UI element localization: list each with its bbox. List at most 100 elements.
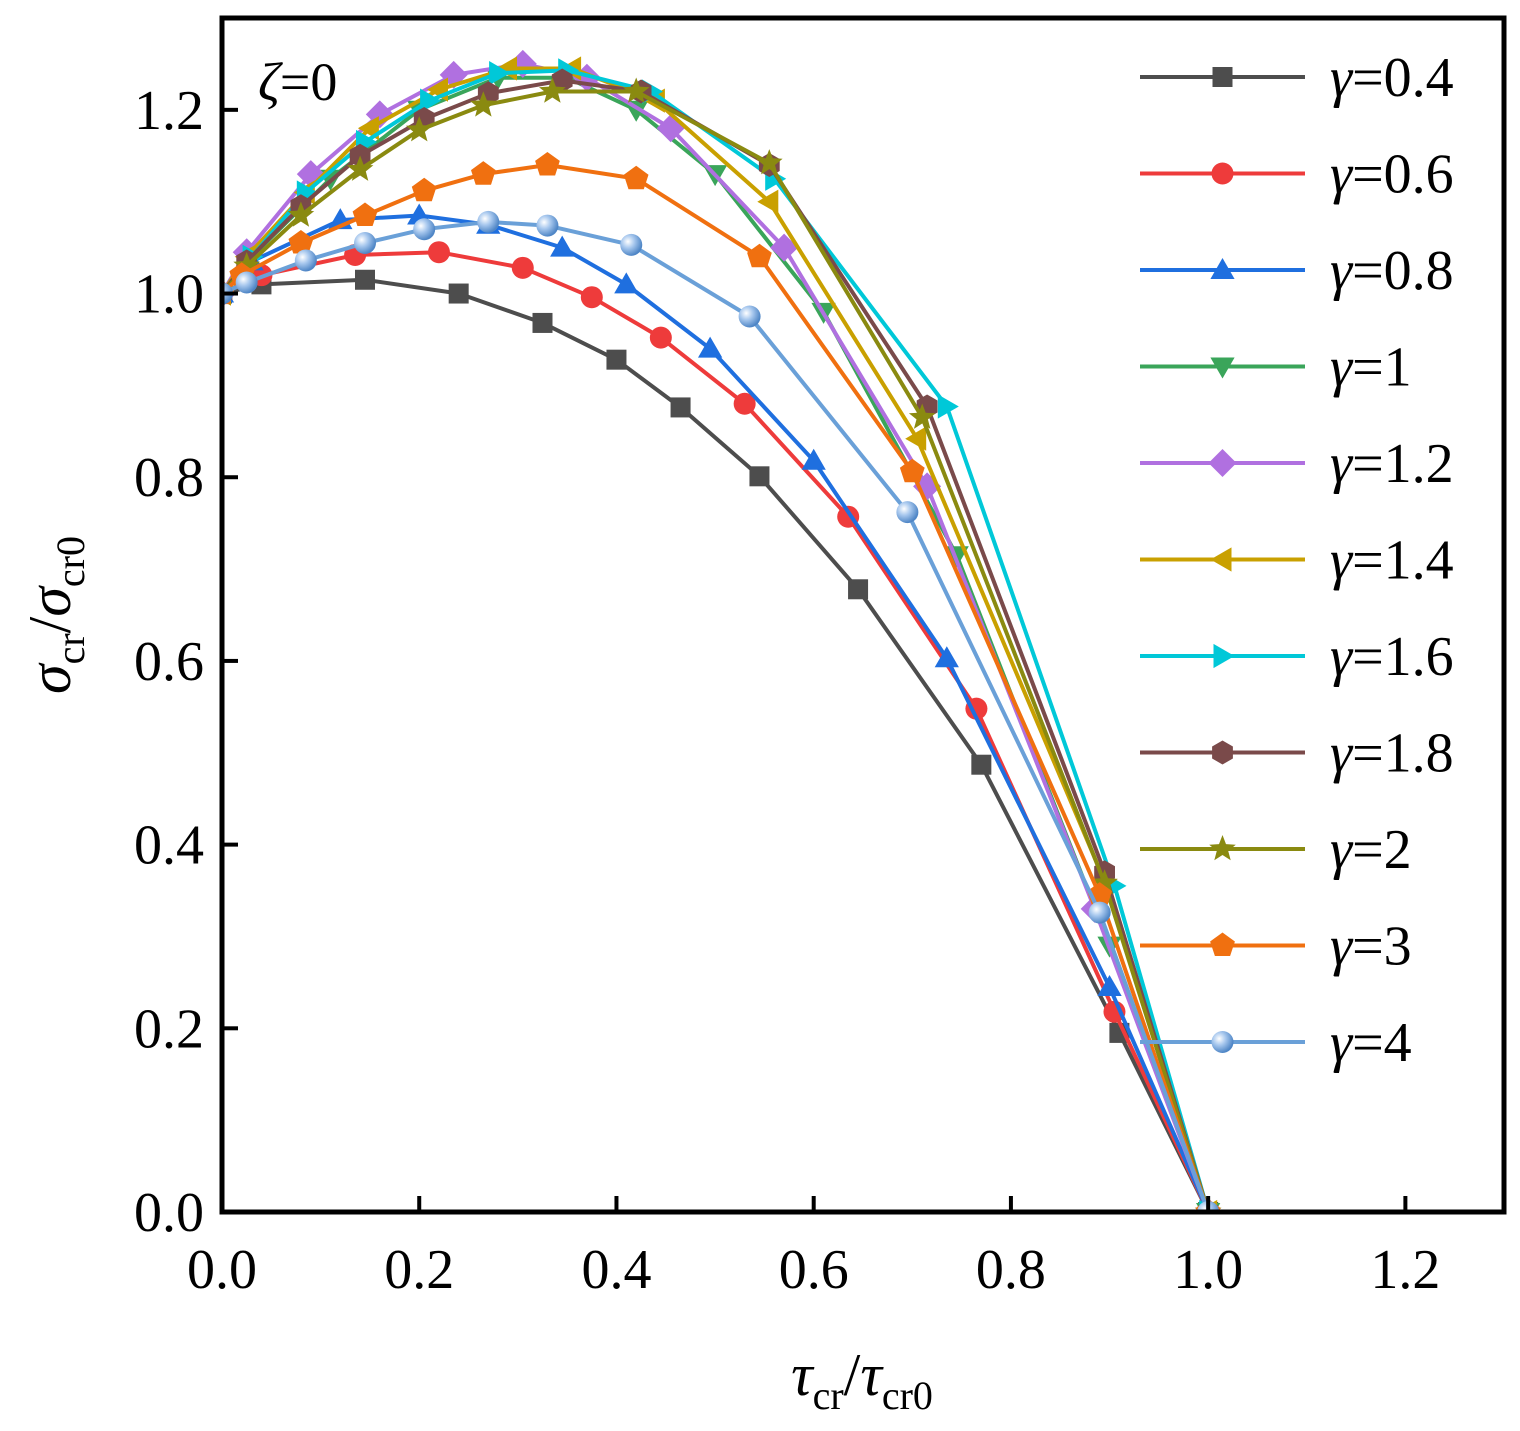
y-tick-label: 0.2: [134, 998, 204, 1060]
x-tick-label: 1.0: [1173, 1239, 1243, 1301]
series-line: [222, 219, 1211, 1212]
data-point: [756, 149, 783, 175]
y-tick-label: 1.0: [134, 264, 204, 326]
y-tick-label: 0.6: [134, 631, 204, 693]
legend-marker: [1209, 835, 1236, 861]
legend-marker: [1212, 67, 1233, 87]
data-point: [934, 646, 959, 668]
data-point: [539, 77, 566, 103]
y-tick-label: 0.8: [134, 447, 204, 509]
legend-label: γ=0.4: [1330, 47, 1454, 109]
legend-label: γ=1.8: [1330, 723, 1454, 785]
data-point: [623, 165, 649, 190]
x-tick-label: 0.8: [976, 1239, 1046, 1301]
legend-item: γ=1.4: [1140, 530, 1454, 592]
data-point: [738, 305, 761, 328]
data-point: [535, 152, 560, 176]
legend-label: γ=1.2: [1330, 433, 1454, 495]
data-point: [733, 392, 756, 415]
data-point: [971, 754, 992, 775]
legend-item: γ=1.8: [1140, 723, 1454, 785]
data-point: [757, 189, 779, 214]
data-point: [354, 269, 375, 290]
legend-marker: [1210, 547, 1232, 572]
data-point: [747, 243, 772, 268]
legend-label: γ=1: [1330, 337, 1412, 399]
legend-item: γ=0.4: [1140, 47, 1454, 109]
legend-marker: [1210, 357, 1235, 379]
y-tick-label: 0.4: [134, 815, 204, 877]
legend-label: γ=1.4: [1330, 530, 1454, 592]
annotation-text: =0: [280, 52, 337, 112]
data-point: [352, 202, 378, 226]
x-axis-title: τcr/τcr0: [791, 1342, 933, 1418]
data-point: [448, 283, 469, 304]
legend-item: γ=0.6: [1140, 144, 1454, 206]
data-point: [580, 286, 603, 309]
series-2: [222, 203, 1216, 1212]
data-point: [905, 426, 927, 451]
data-point: [896, 501, 919, 524]
data-point: [353, 232, 376, 255]
data-point: [848, 579, 869, 600]
y-axis-title: σcr/σcr0: [17, 536, 93, 694]
series-line: [222, 213, 1211, 1212]
data-point: [288, 230, 314, 254]
data-point: [233, 252, 260, 278]
data-point: [770, 233, 799, 262]
series-line: [222, 250, 1211, 1212]
data-point: [801, 448, 826, 470]
legend: γ=0.4 γ=0.6 γ=0.8 γ=1 γ=1.2 γ=1.4 γ=1.6 γ=1.8 γ=…: [1140, 47, 1454, 1074]
data-point: [287, 201, 315, 227]
series-5: [222, 56, 1218, 1212]
data-point: [899, 458, 925, 483]
legend-marker: [1208, 449, 1237, 477]
y-tick-label: 1.2: [134, 80, 204, 142]
x-tick-label: 0.6: [779, 1239, 849, 1301]
data-point: [606, 349, 627, 370]
series-line: [222, 78, 1211, 1212]
legend-marker: [1212, 740, 1233, 765]
legend-marker: [1211, 1031, 1234, 1053]
series-0: [222, 269, 1219, 1212]
data-point: [427, 241, 450, 264]
x-tick-label: 0.4: [581, 1239, 651, 1301]
legend-item: γ=1.6: [1140, 626, 1454, 688]
x-tick-label: 1.2: [1370, 1239, 1440, 1301]
legend-item: γ=4: [1140, 1012, 1412, 1074]
series-9: [222, 152, 1221, 1212]
data-point: [405, 116, 433, 142]
legend-label: γ=0.6: [1330, 144, 1454, 206]
data-point: [235, 271, 258, 294]
data-point: [511, 256, 534, 279]
data-point: [1091, 869, 1118, 895]
legend-label: γ=2: [1330, 819, 1412, 881]
data-point: [937, 394, 959, 419]
data-point: [294, 249, 317, 272]
legend-marker: [1213, 643, 1235, 669]
data-point: [411, 177, 437, 202]
series-line: [222, 163, 1211, 1212]
x-tick-label: 0.2: [384, 1239, 454, 1301]
legend-label: γ=1.6: [1330, 626, 1454, 688]
data-point: [471, 161, 496, 185]
data-point: [413, 218, 436, 241]
legend-item: γ=1.2: [1140, 433, 1454, 495]
data-point: [1109, 1022, 1130, 1043]
legend-label: γ=4: [1330, 1012, 1412, 1074]
series-1: [222, 241, 1220, 1212]
annotation-zeta: ζ=0: [258, 52, 337, 112]
series-layer: [222, 49, 1223, 1212]
data-point: [420, 88, 442, 113]
legend-marker: [1211, 162, 1234, 185]
tick-layer: 0.0 0.2 0.4 0.6 0.8 1.0 1.2 0.0 0.2 0.4 0.6 0.8 1.0 1…: [134, 80, 1440, 1301]
data-point: [614, 272, 639, 294]
x-tick-label: 0.0: [187, 1239, 257, 1301]
data-point: [649, 326, 672, 349]
data-point: [1097, 975, 1122, 996]
legend-label: γ=0.8: [1330, 240, 1454, 302]
legend-marker: [1210, 258, 1235, 279]
legend-item: γ=3: [1140, 916, 1412, 978]
series-10: [222, 210, 1220, 1212]
